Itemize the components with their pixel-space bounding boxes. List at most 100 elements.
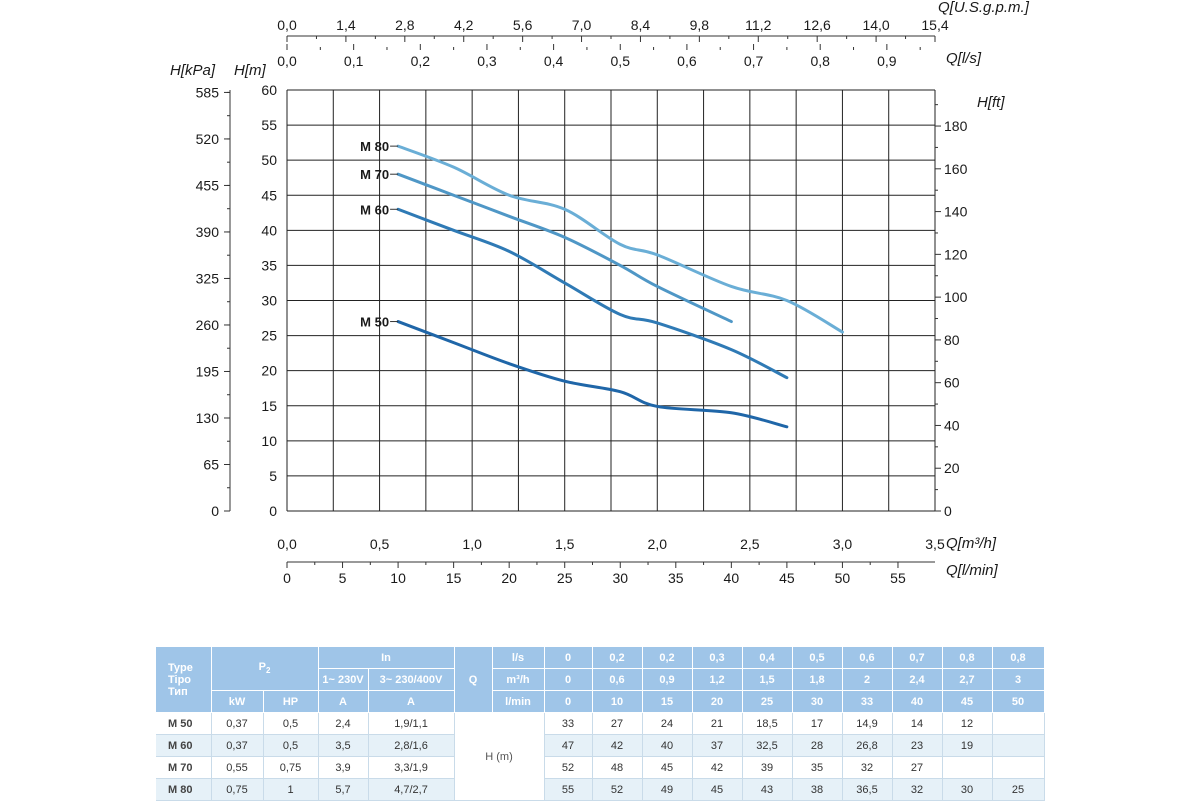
row-head-value bbox=[992, 712, 1045, 735]
row-hp: 0,5 bbox=[263, 734, 319, 757]
row-a3: 2,8/1,6 bbox=[368, 734, 455, 757]
tick-label-usgpm: 12,6 bbox=[804, 17, 831, 33]
tick-label-ls: 0,8 bbox=[810, 53, 830, 69]
tipo-label: Tipo bbox=[168, 673, 192, 686]
tip-label: Тип bbox=[168, 685, 188, 698]
row-a3: 1,9/1,1 bbox=[368, 712, 455, 735]
a3-header: A bbox=[368, 690, 455, 713]
axis-label-hm: H[m] bbox=[234, 62, 266, 79]
tick-label-m3h: 1,0 bbox=[462, 536, 482, 552]
row-head-value: 39 bbox=[742, 756, 793, 779]
lmin-cell: 20 bbox=[692, 690, 743, 713]
tick-label-kpa: 65 bbox=[203, 456, 219, 472]
tick-label-lmin: 20 bbox=[501, 570, 517, 586]
row-head-value bbox=[942, 756, 993, 779]
tick-label-usgpm: 7,0 bbox=[572, 17, 592, 33]
row-head-value: 40 bbox=[642, 734, 693, 757]
ls-cell: 0,7 bbox=[892, 647, 943, 669]
row-head-value: 55 bbox=[544, 778, 593, 801]
tick-label-kpa: 520 bbox=[196, 131, 220, 147]
tick-label-usgpm: 1,4 bbox=[336, 17, 356, 33]
tick-label-ls: 0,0 bbox=[277, 53, 297, 69]
a1-header: A bbox=[318, 690, 369, 713]
row-head-value: 52 bbox=[544, 756, 593, 779]
axis-label-m3h: Q[m³/h] bbox=[946, 535, 997, 552]
axis-label-kpa: H[kPa] bbox=[170, 62, 216, 79]
tick-label-hm: 40 bbox=[261, 222, 277, 238]
row-head-value: 27 bbox=[592, 712, 643, 735]
m3h-cell: 2,7 bbox=[942, 668, 993, 691]
lmin-cell: 40 bbox=[892, 690, 943, 713]
m3h-cell: 2,4 bbox=[892, 668, 943, 691]
table-row: M 50 0,37 0,5 2,4 1,9/1,1 H (m) 33 27 24 21 18,5 17… bbox=[156, 712, 1045, 801]
tick-label-m3h: 3,0 bbox=[833, 536, 853, 552]
tick-label-ls: 0,2 bbox=[411, 53, 431, 69]
row-head-value: 32 bbox=[842, 756, 893, 779]
tick-label-kpa: 195 bbox=[196, 363, 220, 379]
row-head-value: 23 bbox=[892, 734, 943, 757]
chart-axes: 6055504540353025201510505855204553903252… bbox=[196, 17, 968, 586]
tick-label-m3h: 2,0 bbox=[648, 536, 668, 552]
tick-label-lmin: 55 bbox=[890, 570, 906, 586]
row-type: M 70 bbox=[156, 756, 212, 779]
tick-label-ls: 0,6 bbox=[677, 53, 697, 69]
series-label-m60: M 60 bbox=[360, 202, 389, 217]
lmin-cell: 0 bbox=[544, 690, 593, 713]
type-label: Type bbox=[168, 661, 193, 674]
row-head-value: 36,5 bbox=[842, 778, 893, 801]
row-head-value: 14 bbox=[892, 712, 943, 735]
row-head-value: 45 bbox=[642, 756, 693, 779]
tick-label-lmin: 0 bbox=[283, 570, 291, 586]
tick-label-lmin: 50 bbox=[835, 570, 851, 586]
tick-label-ft: 60 bbox=[944, 375, 960, 391]
lmin-cell: 50 bbox=[992, 690, 1045, 713]
tick-label-kpa: 455 bbox=[196, 177, 220, 193]
series-label-m80: M 80 bbox=[360, 139, 389, 154]
chart-series bbox=[396, 144, 844, 429]
lmin-cell: 10 bbox=[592, 690, 643, 713]
row-head-value: 17 bbox=[792, 712, 843, 735]
tick-label-m3h: 0,0 bbox=[277, 536, 297, 552]
tick-label-hm: 10 bbox=[261, 433, 277, 449]
row-head-value: 19 bbox=[942, 734, 993, 757]
row-a1: 3,9 bbox=[318, 756, 369, 779]
axis-label-ls: Q[l/s] bbox=[946, 50, 982, 67]
tick-label-lmin: 15 bbox=[446, 570, 462, 586]
row-head-value: 21 bbox=[692, 712, 743, 735]
lmin-cell: 33 bbox=[842, 690, 893, 713]
performance-table: Type Tipo Тип P2 In Q l/s 0 0,2 0,2 0,3 … bbox=[156, 647, 1045, 801]
m3h-cell: 0 bbox=[544, 668, 593, 691]
p2-header: P2 bbox=[211, 647, 319, 691]
tick-label-lmin: 10 bbox=[390, 570, 406, 586]
tick-label-ft: 140 bbox=[944, 204, 968, 220]
row-head-value: 38 bbox=[792, 778, 843, 801]
tick-label-kpa: 260 bbox=[196, 317, 220, 333]
tick-label-usgpm: 8,4 bbox=[631, 17, 651, 33]
ls-cell: 0,8 bbox=[942, 647, 993, 669]
row-kw: 0,75 bbox=[211, 778, 264, 801]
row-a1: 5,7 bbox=[318, 778, 369, 801]
series-line-m70 bbox=[396, 172, 733, 324]
row-head-value: 14,9 bbox=[842, 712, 893, 735]
m3h-cell: 1,2 bbox=[692, 668, 743, 691]
row-type: M 80 bbox=[156, 778, 212, 801]
table-row: M 70 0,55 0,75 3,9 3,3/1,9 52 48 45 42 39 35 32 27 bbox=[156, 756, 1045, 779]
row-kw: 0,37 bbox=[211, 712, 264, 735]
row-head-value: 33 bbox=[544, 712, 593, 735]
v1-header: 1~ 230V bbox=[318, 668, 369, 691]
table-body: M 50 0,37 0,5 2,4 1,9/1,1 H (m) 33 27 24 21 18,5 17… bbox=[156, 712, 1045, 801]
tick-label-hm: 60 bbox=[261, 82, 277, 98]
tick-label-ft: 20 bbox=[944, 460, 960, 476]
tick-label-lmin: 25 bbox=[557, 570, 573, 586]
tick-label-usgpm: 4,2 bbox=[454, 17, 474, 33]
tick-label-lmin: 5 bbox=[339, 570, 347, 586]
m3h-cell: 0,6 bbox=[592, 668, 643, 691]
table-header-row-3: kW HP A A l/min 0 10 15 20 25 30 33 40 4… bbox=[156, 690, 1045, 713]
ls-cell: 0,8 bbox=[992, 647, 1045, 669]
tick-label-lmin: 35 bbox=[668, 570, 684, 586]
pump-performance-chart: 6055504540353025201510505855204553903252… bbox=[170, 0, 1030, 586]
tick-label-m3h: 2,5 bbox=[740, 536, 760, 552]
tick-label-kpa: 325 bbox=[196, 270, 220, 286]
series-line-m60 bbox=[396, 207, 789, 380]
series-label-m50: M 50 bbox=[360, 315, 389, 330]
